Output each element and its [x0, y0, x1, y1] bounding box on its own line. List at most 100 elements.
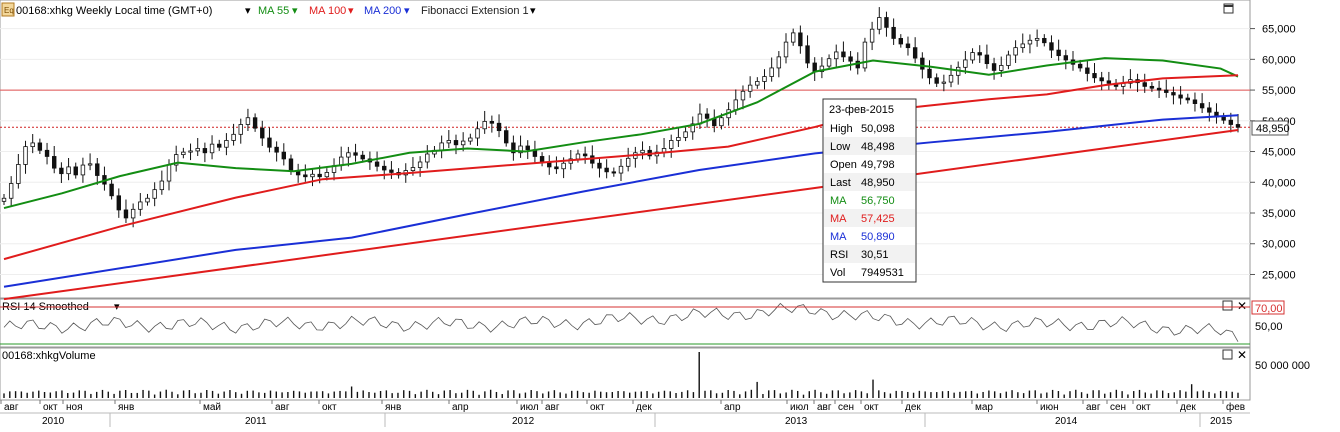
month-label: фев [1226, 401, 1245, 413]
candle-body [87, 163, 93, 166]
candle-body [324, 172, 330, 178]
ma55-dropdown-icon[interactable]: ▾ [292, 5, 298, 17]
tooltip-value: 48,498 [861, 141, 895, 153]
candle-body [1020, 43, 1025, 49]
tooltip-value: 48,950 [861, 177, 895, 189]
candle-body [166, 164, 172, 182]
month-label: июл [790, 402, 809, 413]
candle-body [288, 158, 294, 172]
tooltip-row-bg [824, 119, 915, 137]
candle-body [1164, 89, 1169, 93]
indicator-fibonacci[interactable]: Fibonacci Extension 1 [421, 5, 529, 17]
volume-title[interactable]: 00168:xhkgVolume [2, 350, 96, 362]
candle-body [891, 26, 896, 39]
rsi-maximize-icon[interactable] [1222, 300, 1233, 311]
candle-body [1049, 42, 1054, 51]
month-label: май [203, 402, 221, 413]
tooltip-row-bg [824, 137, 915, 155]
candle-body [1156, 87, 1162, 91]
fibonacci-dropdown-icon[interactable]: ▾ [530, 5, 536, 17]
candle-body [44, 149, 50, 157]
last-price-label: 48,950 [1256, 123, 1290, 135]
candle-body [274, 146, 279, 153]
title-dropdown-icon[interactable]: ▾ [245, 5, 251, 17]
candle-body [1185, 97, 1190, 101]
candle-body [905, 43, 911, 49]
month-label: окт [590, 402, 605, 413]
candle-body [260, 127, 265, 139]
ohlc-tooltip: 23-фев-2015 High 50,098 Low 48,498 Open 49,79… [822, 98, 917, 283]
chart-title[interactable]: 00168:xhkg Weekly Local time (GMT+0) [16, 5, 212, 17]
volume-close-icon[interactable]: ✕ [1237, 348, 1247, 362]
series-line [3, 114, 1239, 288]
tooltip-value: 57,425 [861, 213, 895, 225]
candle-body [73, 166, 78, 176]
candle-body [704, 113, 710, 119]
volume-maximize-icon[interactable] [1222, 349, 1233, 360]
candle-body [374, 161, 380, 167]
tooltip-key: Open [830, 159, 857, 171]
candle-body [869, 28, 875, 43]
candle-body [554, 166, 559, 170]
candle-body [245, 117, 251, 125]
candle-body [525, 145, 530, 151]
candle-body [173, 154, 179, 166]
rsi-close-icon[interactable]: ✕ [1237, 299, 1247, 313]
tooltip-key: High [830, 123, 853, 135]
candle-body [977, 52, 982, 56]
candle-body [1221, 116, 1226, 121]
candle-body [1099, 77, 1104, 82]
indicator-ma200[interactable]: MA 200 [364, 5, 401, 17]
year-labels: 2010 2011 2012 2013 2014 2015 [42, 413, 1233, 427]
series-line [3, 129, 1239, 301]
month-label: авг [4, 402, 19, 413]
candle-body [460, 140, 466, 146]
tooltip-value: 50,098 [861, 123, 895, 135]
candle-body [224, 140, 229, 148]
candle-body [1042, 38, 1047, 44]
candle-body [884, 17, 889, 28]
candle-body [382, 165, 387, 171]
tooltip-key: MA [830, 231, 847, 243]
candle-body [927, 68, 932, 79]
candle-body [360, 154, 365, 160]
month-label: дек [1180, 402, 1196, 413]
ma100-dropdown-icon[interactable]: ▾ [348, 5, 354, 17]
candle-body [812, 62, 817, 73]
price-tick-label: 40,000 [1262, 177, 1296, 189]
month-label: сен [838, 402, 854, 413]
candle-body [769, 67, 774, 77]
candle-body [783, 41, 789, 58]
month-label: мар [975, 402, 993, 413]
candle-body [504, 130, 509, 144]
indicator-ma55[interactable]: MA 55 [258, 5, 289, 17]
candle-body [1092, 73, 1097, 79]
tooltip-row-bg [824, 263, 915, 281]
candle-body [762, 76, 767, 82]
candle-body [489, 121, 495, 124]
ma200-dropdown-icon[interactable]: ▾ [404, 5, 410, 17]
indicator-ma100[interactable]: MA 100 [309, 5, 346, 17]
candle-body [1006, 54, 1011, 66]
candle-body [934, 77, 939, 84]
month-label: окт [43, 402, 58, 413]
rsi-polyline [3, 302, 1239, 342]
candle-body [999, 65, 1004, 71]
candle-body [353, 152, 358, 156]
maximize-icon[interactable] [1223, 3, 1234, 14]
price-panel [0, 0, 1251, 299]
candle-body [317, 173, 322, 178]
symbol-icon-label: Eq [4, 6, 14, 15]
price-tick-label: 55,000 [1262, 85, 1296, 97]
candle-body [30, 142, 35, 148]
candle-body [611, 171, 617, 174]
candle-body [66, 166, 71, 175]
candle-body [37, 142, 43, 151]
year-label: 2013 [785, 416, 808, 427]
symbol-icon[interactable] [1, 2, 15, 17]
year-label: 2010 [42, 416, 65, 427]
candle-body [80, 164, 86, 176]
month-label: авг [545, 402, 560, 413]
